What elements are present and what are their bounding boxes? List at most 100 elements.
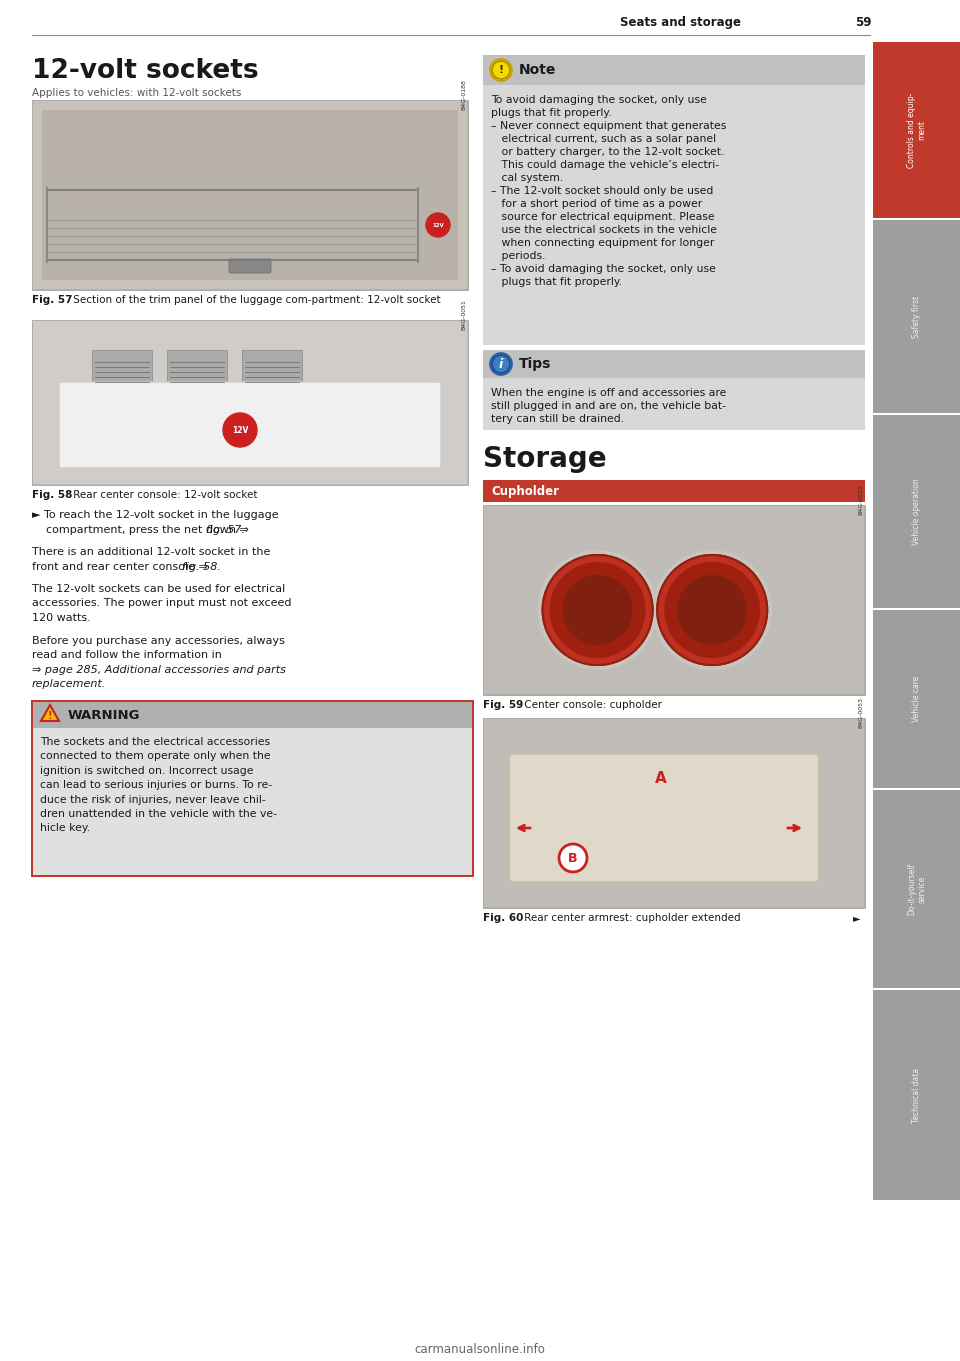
Text: This could damage the vehicle’s electri-: This could damage the vehicle’s electri-	[491, 161, 719, 170]
Text: read and follow the information in: read and follow the information in	[32, 651, 222, 660]
Text: Vehicle care: Vehicle care	[912, 676, 921, 723]
Text: plugs that fit properly.: plugs that fit properly.	[491, 278, 622, 287]
Text: – To avoid damaging the socket, only use: – To avoid damaging the socket, only use	[491, 264, 716, 274]
Bar	[33, 702, 472, 728]
Text: 59: 59	[855, 15, 872, 29]
Bar	[483, 505, 865, 695]
Text: Seats and storage: Seats and storage	[620, 15, 741, 29]
Circle shape	[652, 550, 772, 670]
Bar	[483, 54, 865, 344]
FancyBboxPatch shape	[59, 382, 441, 468]
Bar	[483, 350, 865, 378]
Text: Before you purchase any accessories, always: Before you purchase any accessories, alw…	[32, 636, 285, 645]
Text: !: !	[498, 65, 504, 75]
Circle shape	[538, 550, 658, 670]
Bar	[32, 320, 468, 485]
Bar	[873, 42, 960, 218]
Bar	[873, 989, 960, 1200]
Text: plugs that fit properly.: plugs that fit properly.	[491, 108, 612, 118]
Bar	[873, 220, 960, 412]
Text: front and rear center console ⇒: front and rear center console ⇒	[32, 562, 211, 572]
Bar	[242, 350, 302, 385]
Text: The 12-volt sockets can be used for electrical
accessories. The power input must: The 12-volt sockets can be used for elec…	[32, 584, 292, 623]
Text: Fig. 59: Fig. 59	[483, 700, 523, 710]
Text: !: !	[48, 710, 52, 721]
Text: tery can still be drained.: tery can still be drained.	[491, 414, 624, 425]
Bar	[92, 350, 152, 385]
Text: Technical data: Technical data	[912, 1067, 921, 1123]
Text: B4G-0053: B4G-0053	[858, 697, 863, 728]
Text: or battery charger, to the 12-volt socket.: or battery charger, to the 12-volt socke…	[491, 147, 725, 157]
Bar	[483, 719, 865, 908]
Text: B4G-0052: B4G-0052	[858, 485, 863, 514]
Text: B: B	[568, 852, 578, 864]
Text: Note: Note	[519, 63, 557, 78]
Text: Cupholder: Cupholder	[491, 485, 559, 498]
Text: electrical current, such as a solar panel: electrical current, such as a solar pane…	[491, 133, 716, 144]
Text: Tips: Tips	[519, 357, 551, 372]
Circle shape	[549, 562, 645, 657]
Text: The sockets and the electrical accessories
connected to them operate only when t: The sockets and the electrical accessori…	[40, 738, 277, 833]
Text: Safety first: Safety first	[912, 295, 921, 338]
Text: B4G-0188: B4G-0188	[462, 79, 467, 110]
Circle shape	[666, 563, 758, 656]
Bar	[873, 789, 960, 988]
Bar	[483, 350, 865, 430]
Text: fig. 57.: fig. 57.	[206, 524, 245, 535]
Bar	[483, 54, 865, 84]
Circle shape	[490, 352, 512, 376]
Circle shape	[664, 562, 760, 657]
Polygon shape	[41, 705, 59, 721]
Text: To avoid damaging the socket, only use: To avoid damaging the socket, only use	[491, 95, 707, 105]
Bar	[32, 99, 468, 290]
Text: cal system.: cal system.	[491, 173, 564, 182]
Text: compartment, press the net down ⇒: compartment, press the net down ⇒	[32, 524, 252, 535]
Text: Vehicle operation: Vehicle operation	[912, 478, 921, 544]
Bar	[33, 702, 472, 875]
Text: for a short period of time as a power: for a short period of time as a power	[491, 199, 703, 210]
Bar	[483, 480, 865, 502]
Text: ►: ►	[852, 913, 860, 923]
Text: – Never connect equipment that generates: – Never connect equipment that generates	[491, 121, 727, 131]
FancyBboxPatch shape	[229, 259, 271, 274]
Circle shape	[490, 59, 512, 82]
Text: i: i	[499, 358, 503, 370]
Text: ► To reach the 12-volt socket in the luggage: ► To reach the 12-volt socket in the lug…	[32, 510, 278, 520]
Text: Controls and equip-
ment: Controls and equip- ment	[907, 93, 926, 167]
Text: Center console: cupholder: Center console: cupholder	[521, 700, 662, 710]
Text: B4G-0051: B4G-0051	[462, 299, 467, 329]
Text: A: A	[655, 770, 666, 785]
Circle shape	[552, 563, 643, 656]
Text: Rear center armrest: cupholder extended: Rear center armrest: cupholder extended	[521, 913, 740, 923]
Bar	[873, 415, 960, 608]
Circle shape	[559, 844, 587, 872]
Circle shape	[542, 555, 653, 666]
Text: 12V: 12V	[432, 222, 444, 227]
Text: WARNING: WARNING	[68, 709, 140, 721]
Text: There is an additional 12-volt socket in the: There is an additional 12-volt socket in…	[32, 547, 271, 557]
Text: Fig. 58: Fig. 58	[32, 490, 72, 499]
Bar	[33, 101, 467, 289]
Text: replacement.: replacement.	[32, 679, 107, 689]
Bar	[873, 610, 960, 788]
Text: 12-volt sockets: 12-volt sockets	[32, 59, 258, 84]
Circle shape	[223, 412, 257, 446]
Bar	[167, 350, 227, 385]
Text: when connecting equipment for longer: when connecting equipment for longer	[491, 238, 714, 248]
Circle shape	[542, 555, 653, 666]
Text: source for electrical equipment. Please: source for electrical equipment. Please	[491, 212, 714, 222]
Text: carmanualsonline.info: carmanualsonline.info	[415, 1343, 545, 1356]
Text: Applies to vehicles: with 12-volt sockets: Applies to vehicles: with 12-volt socket…	[32, 88, 241, 98]
Bar	[33, 321, 467, 485]
Text: still plugged in and are on, the vehicle bat-: still plugged in and are on, the vehicle…	[491, 401, 726, 411]
Circle shape	[677, 574, 747, 645]
Text: Rear center console: 12-volt socket: Rear center console: 12-volt socket	[70, 490, 257, 499]
Text: ⇒ page 285, Additional accessories and parts: ⇒ page 285, Additional accessories and p…	[32, 664, 286, 675]
Text: When the engine is off and accessories are: When the engine is off and accessories a…	[491, 388, 727, 397]
Text: Storage: Storage	[483, 445, 607, 474]
Bar	[484, 506, 864, 694]
Bar	[31, 700, 474, 876]
Circle shape	[565, 578, 630, 642]
Circle shape	[563, 574, 633, 645]
Bar	[42, 110, 458, 280]
